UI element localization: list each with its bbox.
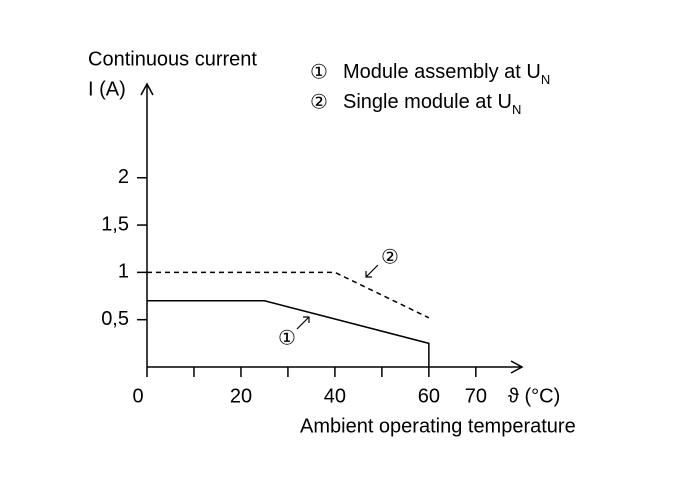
callout-marker: ② [381,246,399,268]
legend-subscript: N [541,72,550,87]
x-tick-label: 20 [230,385,252,407]
callout-arrow [365,264,379,278]
y-tick-label: 1 [118,261,129,283]
callout-arrow [296,316,310,330]
y-tick-label: 0,5 [101,308,129,330]
callout-marker: ① [278,327,296,349]
legend-marker: ① [310,61,328,83]
x-tick-label: 70 [465,385,487,407]
y-tick-label: 2 [118,166,129,188]
series-line [147,300,430,367]
series-line [147,271,430,319]
legend-name: Module assembly at U [343,61,541,83]
legend-subscript: N [512,102,521,117]
y-axis-arrow [140,82,154,96]
x-axis-unit: ϑ (°C) [508,385,560,407]
legend-name: Single module at U [343,91,512,113]
legend-label: Single module at UN [343,91,521,117]
x-tick-label: 60 [418,385,440,407]
legend-marker: ② [310,91,328,113]
x-axis-arrow [510,360,524,374]
y-axis-label: I (A) [88,78,126,100]
legend-label: Module assembly at UN [343,61,550,87]
x-tick-label: 0 [132,385,143,407]
y-axis-label: Continuous current [88,48,257,70]
x-tick-label: 40 [324,385,346,407]
callout-arrow-head [365,271,372,278]
callout-arrow-head [303,316,310,323]
y-tick-label: 1,5 [101,213,129,235]
x-axis-label: Ambient operating temperature [300,415,576,437]
